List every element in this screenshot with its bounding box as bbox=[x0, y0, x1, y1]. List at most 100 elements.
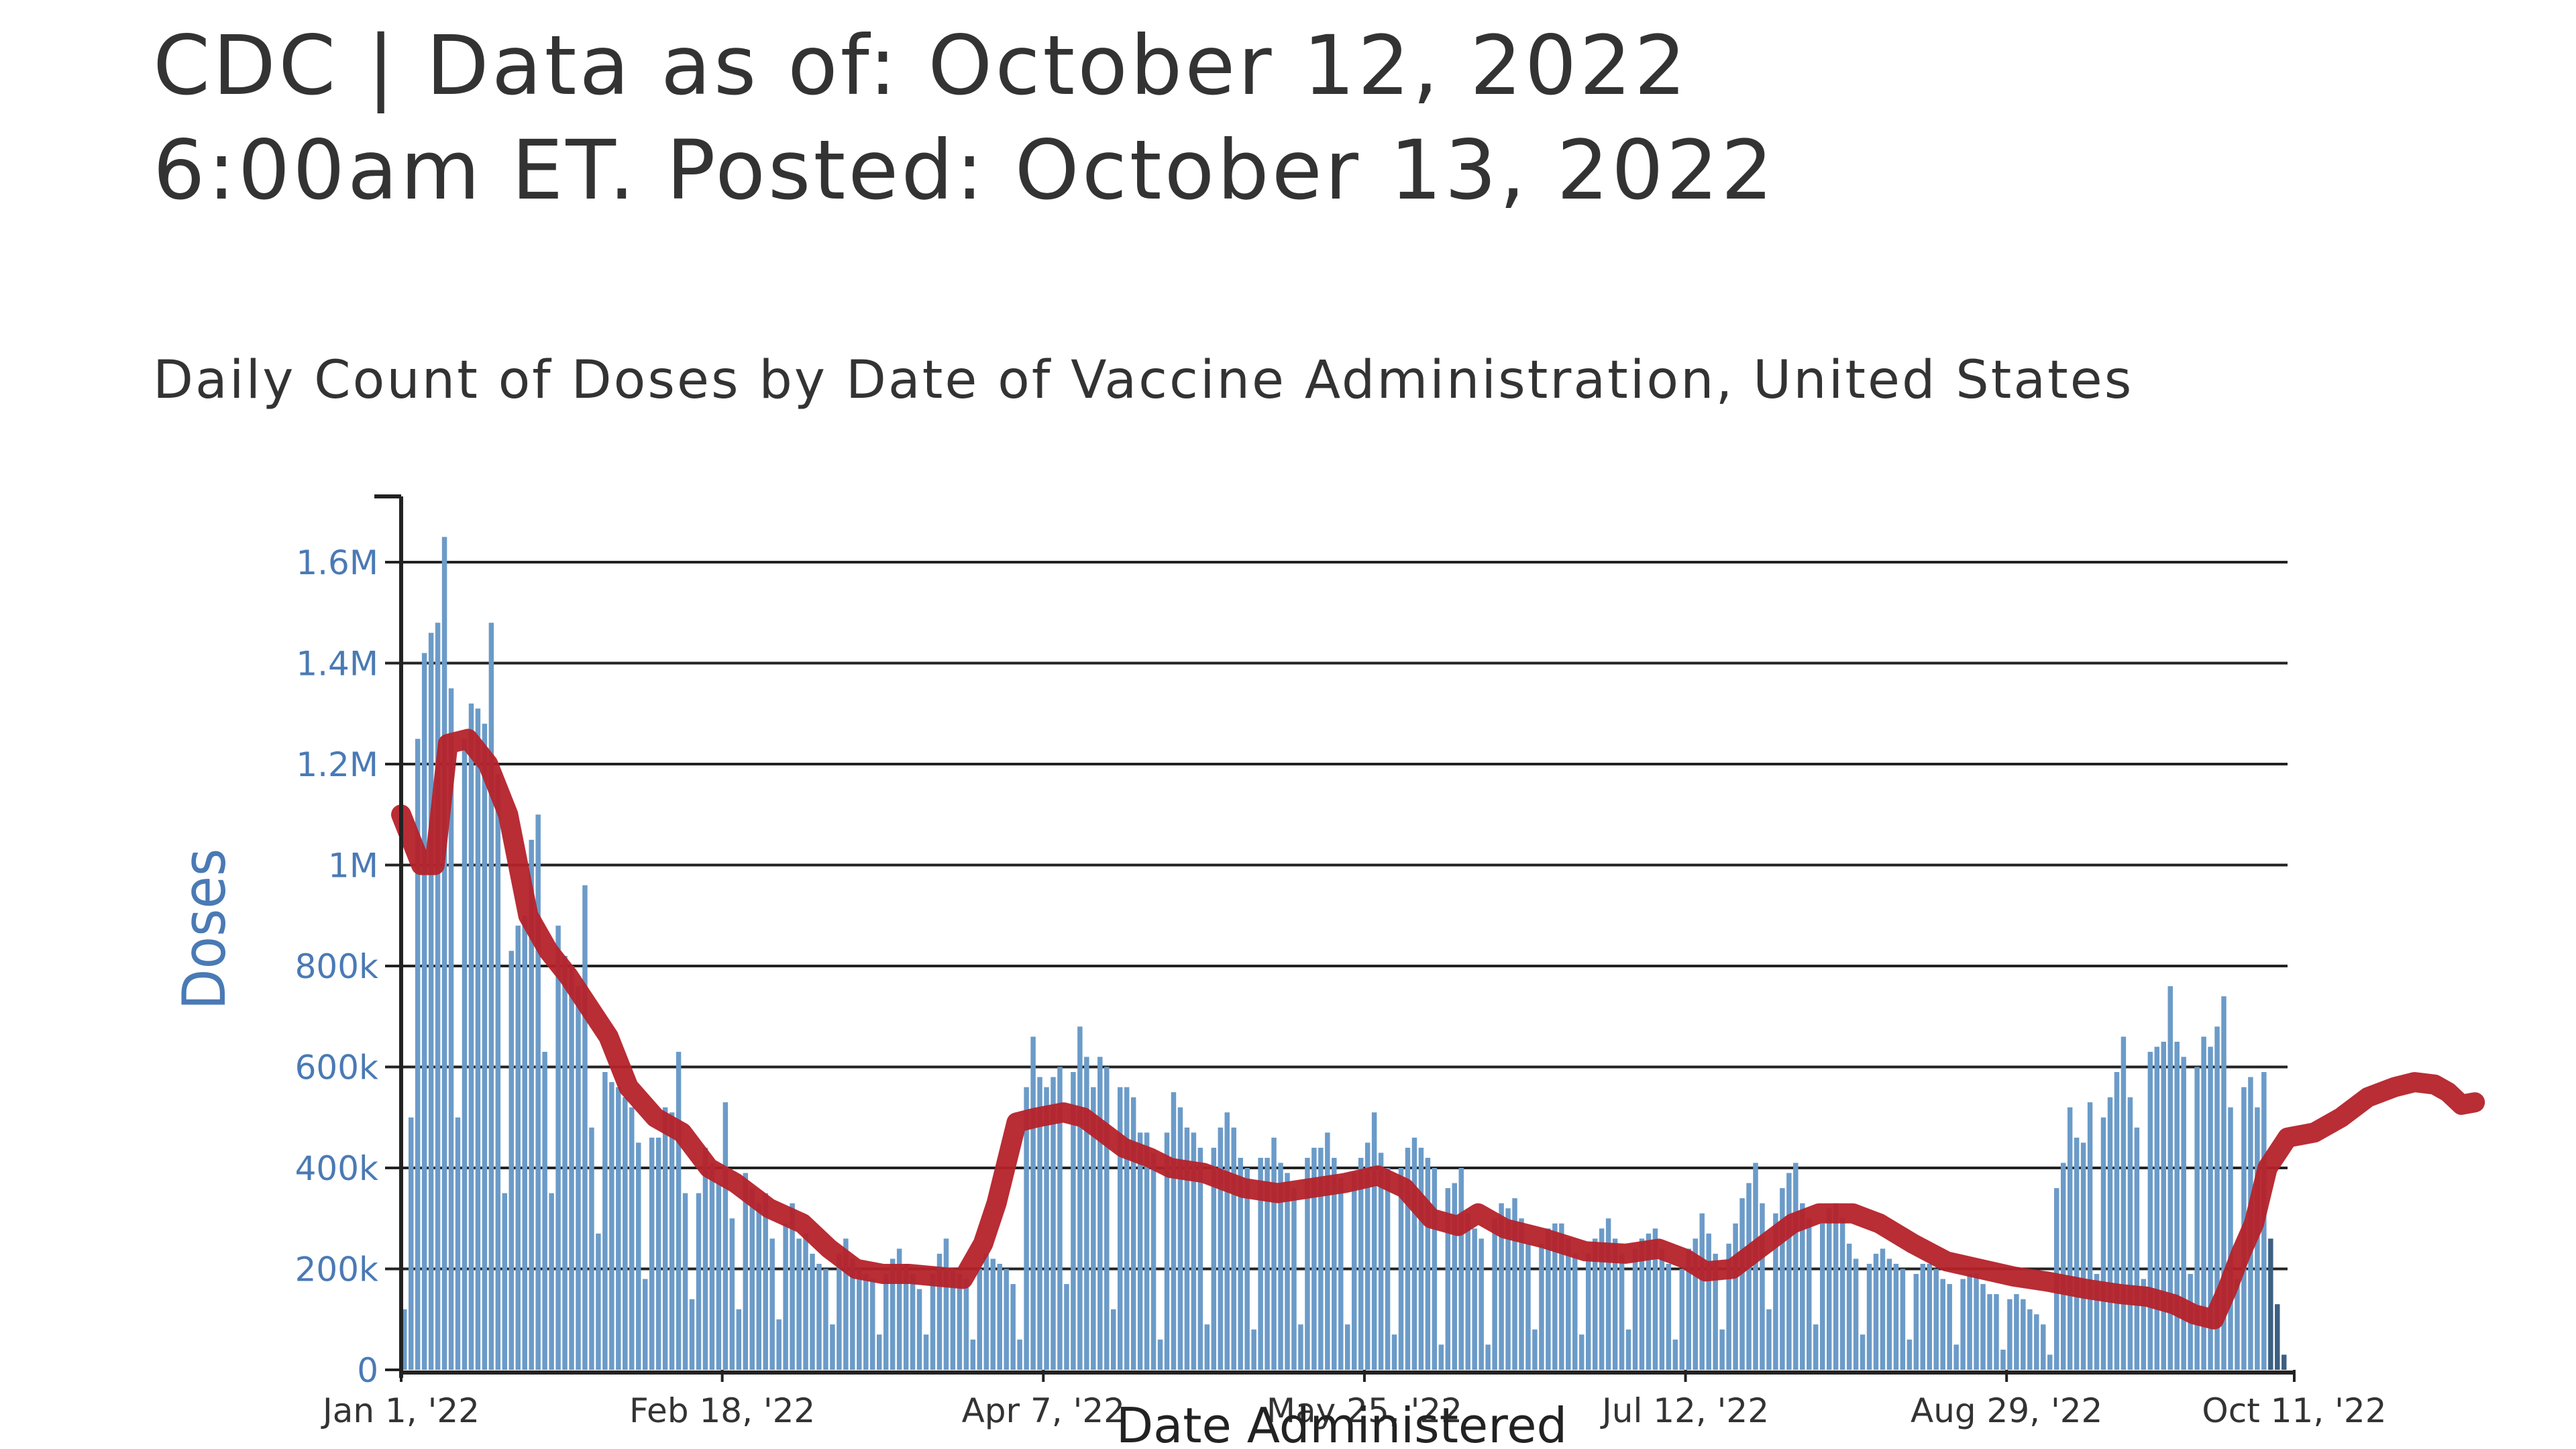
bar bbox=[1625, 1329, 1631, 1370]
bar bbox=[2282, 1354, 2287, 1370]
bar bbox=[682, 1193, 688, 1371]
bar bbox=[421, 653, 427, 1371]
bar bbox=[970, 1339, 976, 1370]
bar-series bbox=[402, 537, 2287, 1371]
bar bbox=[2067, 1107, 2073, 1370]
bar bbox=[2221, 996, 2226, 1370]
bar bbox=[1994, 1294, 1999, 1371]
bar bbox=[1251, 1329, 1256, 1370]
bar bbox=[1686, 1248, 1692, 1370]
bar bbox=[2047, 1354, 2053, 1370]
bar bbox=[616, 1087, 621, 1370]
bar bbox=[2214, 1026, 2220, 1370]
bar bbox=[1358, 1157, 1364, 1370]
bar bbox=[1699, 1213, 1705, 1370]
bar bbox=[1418, 1147, 1424, 1370]
bar bbox=[1150, 1152, 1157, 1370]
bar bbox=[636, 1142, 641, 1371]
bar bbox=[1371, 1112, 1377, 1370]
bar bbox=[1204, 1324, 1210, 1371]
bar bbox=[1010, 1284, 1016, 1370]
bar bbox=[415, 739, 421, 1371]
bar bbox=[1445, 1188, 1451, 1370]
bar bbox=[916, 1289, 922, 1370]
bar bbox=[1780, 1188, 1785, 1370]
bar bbox=[1265, 1157, 1270, 1370]
bar bbox=[1693, 1238, 1698, 1370]
bar bbox=[2094, 1274, 2100, 1370]
bar bbox=[2147, 1051, 2153, 1370]
bar bbox=[1425, 1157, 1431, 1370]
bar bbox=[1218, 1127, 1224, 1370]
bar bbox=[669, 1112, 675, 1370]
bar bbox=[1873, 1253, 1879, 1370]
bar bbox=[1044, 1087, 1049, 1370]
bar bbox=[1886, 1258, 1892, 1370]
bar bbox=[2007, 1299, 2012, 1370]
bar bbox=[1197, 1147, 1203, 1370]
bar bbox=[1819, 1223, 1825, 1370]
bar bbox=[1566, 1238, 1571, 1370]
bar bbox=[749, 1188, 755, 1370]
bar bbox=[495, 774, 501, 1370]
bar bbox=[1839, 1218, 1845, 1370]
bar bbox=[1646, 1233, 1652, 1371]
bar bbox=[435, 623, 441, 1370]
bar bbox=[2268, 1238, 2273, 1370]
bar bbox=[1117, 1087, 1123, 1370]
bar bbox=[569, 966, 574, 1370]
bar bbox=[1385, 1168, 1391, 1370]
bar bbox=[1579, 1334, 1585, 1371]
bar bbox=[2041, 1324, 2046, 1371]
bar bbox=[1713, 1253, 1718, 1370]
bar bbox=[582, 885, 588, 1370]
bar bbox=[1191, 1132, 1197, 1371]
bar bbox=[1004, 1269, 1009, 1370]
bar bbox=[702, 1147, 708, 1370]
bar bbox=[1097, 1057, 1103, 1370]
bar bbox=[2127, 1097, 2133, 1370]
bar bbox=[1305, 1157, 1310, 1370]
bar bbox=[857, 1269, 862, 1370]
bar bbox=[609, 1082, 614, 1371]
bar bbox=[1733, 1223, 1738, 1370]
bar bbox=[830, 1324, 835, 1371]
bar bbox=[1311, 1147, 1317, 1370]
bar bbox=[1318, 1147, 1324, 1370]
x-axis-title: Date Administered bbox=[1116, 1397, 1568, 1449]
y-tick-label: 600k bbox=[295, 1049, 378, 1087]
bar bbox=[1211, 1147, 1217, 1370]
header-line-posted: 6:00am ET. Posted: October 13, 2022 bbox=[153, 123, 1776, 218]
bar bbox=[1953, 1344, 1959, 1371]
bar bbox=[1084, 1057, 1089, 1370]
bar bbox=[1866, 1263, 1872, 1370]
bar bbox=[1271, 1137, 1277, 1370]
bar bbox=[1017, 1339, 1022, 1370]
x-tick-label: May 25, '22 bbox=[1267, 1391, 1462, 1430]
bar bbox=[515, 925, 521, 1370]
bar bbox=[1539, 1243, 1544, 1371]
bar bbox=[402, 1309, 407, 1370]
bar bbox=[468, 703, 474, 1370]
bar bbox=[2235, 1279, 2240, 1370]
bar bbox=[2228, 1107, 2233, 1370]
bar bbox=[542, 1051, 547, 1370]
bar bbox=[763, 1193, 768, 1371]
bar bbox=[2107, 1097, 2113, 1370]
bar bbox=[1291, 1188, 1297, 1370]
x-tick-label: Aug 29, '22 bbox=[1911, 1391, 2102, 1430]
bar bbox=[1512, 1198, 1517, 1370]
bar bbox=[803, 1233, 808, 1371]
bar bbox=[1927, 1263, 1932, 1370]
bar bbox=[1719, 1329, 1725, 1370]
bar bbox=[1171, 1092, 1177, 1371]
bar bbox=[576, 986, 581, 1370]
bar bbox=[482, 723, 488, 1370]
bar bbox=[1766, 1309, 1772, 1370]
bar bbox=[455, 1117, 461, 1370]
bar bbox=[1177, 1107, 1183, 1370]
bar bbox=[1679, 1269, 1685, 1370]
bar bbox=[596, 1233, 601, 1371]
bar bbox=[535, 814, 541, 1370]
bar bbox=[1391, 1334, 1397, 1371]
